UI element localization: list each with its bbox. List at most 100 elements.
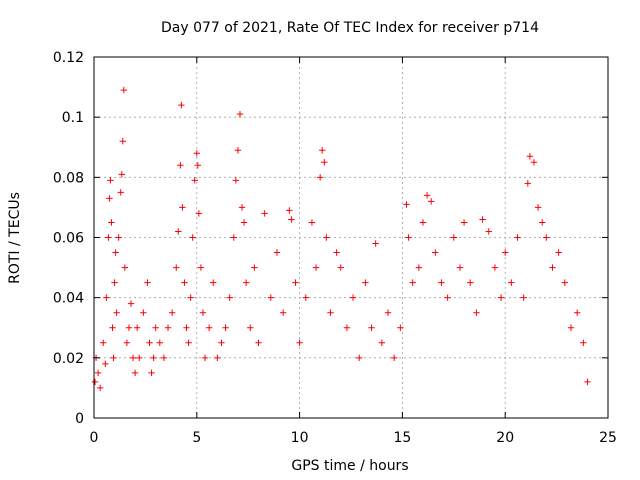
- data-point: [321, 159, 328, 166]
- data-point: [273, 249, 281, 256]
- data-point: [524, 180, 532, 187]
- data-point: [349, 294, 357, 301]
- data-point: [183, 324, 190, 331]
- data-point: [343, 324, 351, 331]
- data-point: [473, 309, 480, 316]
- data-point: [584, 378, 591, 386]
- data-point: [403, 201, 410, 208]
- data-point: [580, 339, 587, 346]
- data-point: [111, 279, 118, 286]
- data-point: [497, 294, 505, 301]
- data-point: [214, 354, 221, 362]
- data-point: [131, 369, 139, 377]
- y-tick-label: 0: [75, 411, 84, 427]
- data-point: [115, 234, 122, 241]
- data-point: [136, 354, 143, 362]
- data-point: [390, 354, 398, 362]
- data-point: [181, 279, 188, 286]
- chart-title: Day 077 of 2021, Rate Of TEC Index for r…: [161, 20, 539, 36]
- data-point: [102, 360, 109, 368]
- y-tick-label: 0.06: [53, 231, 84, 247]
- tick-marks: [93, 56, 609, 419]
- data-point: [502, 249, 509, 256]
- data-points: [91, 86, 591, 392]
- x-tick-label: 10: [291, 430, 309, 446]
- data-point: [427, 198, 435, 205]
- x-axis-title: GPS time / hours: [291, 458, 408, 474]
- data-point: [91, 378, 99, 386]
- x-tick-label: 0: [90, 430, 99, 446]
- data-point: [179, 204, 186, 211]
- data-point: [296, 339, 303, 346]
- data-point: [156, 339, 163, 346]
- data-point: [222, 324, 229, 331]
- data-point: [232, 177, 240, 184]
- y-tick-label: 0.08: [53, 170, 84, 186]
- data-point: [508, 279, 515, 286]
- y-tick-labels: 0 0.02 0.04 0.06 0.08 0.1 0.12: [53, 50, 84, 427]
- data-point: [567, 324, 575, 331]
- data-point: [460, 219, 468, 226]
- y-tick-label: 0.04: [53, 291, 84, 307]
- y-axis-title: ROTI / TECUs: [7, 192, 23, 284]
- data-point: [118, 171, 125, 178]
- x-tick-labels: 0 5 10 15 20 25: [90, 430, 617, 446]
- x-tick-label: 15: [393, 430, 411, 446]
- data-point: [112, 249, 119, 256]
- data-point: [423, 192, 431, 199]
- data-point: [238, 204, 246, 211]
- data-point: [96, 384, 104, 392]
- data-point: [432, 249, 439, 256]
- data-point: [108, 219, 115, 226]
- data-point: [456, 264, 464, 271]
- data-point: [164, 324, 172, 331]
- data-point: [110, 354, 117, 362]
- data-point: [573, 309, 581, 316]
- data-point: [526, 153, 534, 160]
- data-point: [279, 309, 287, 316]
- data-point: [561, 279, 569, 286]
- data-point: [168, 309, 176, 316]
- data-point: [323, 234, 330, 241]
- data-point: [368, 324, 375, 331]
- data-point: [133, 324, 141, 331]
- data-point: [255, 339, 262, 346]
- data-point: [286, 207, 293, 214]
- data-point: [121, 264, 129, 271]
- data-point: [337, 264, 344, 271]
- data-point: [415, 264, 423, 271]
- data-point: [107, 177, 114, 184]
- y-tick-label: 0.1: [62, 110, 84, 126]
- data-point: [236, 110, 244, 118]
- data-point: [485, 228, 492, 235]
- data-point: [201, 354, 209, 362]
- data-point: [467, 279, 474, 286]
- data-point: [302, 294, 309, 301]
- x-tick-label: 5: [192, 430, 201, 446]
- data-point: [185, 339, 192, 346]
- data-point: [120, 86, 128, 94]
- data-point: [333, 249, 340, 256]
- data-point: [175, 228, 182, 235]
- data-point: [205, 324, 213, 331]
- data-point: [251, 264, 258, 271]
- data-point: [144, 279, 151, 286]
- y-tick-label: 0.02: [53, 351, 84, 367]
- data-point: [438, 279, 445, 286]
- data-point: [173, 264, 180, 271]
- data-point: [189, 234, 196, 241]
- data-point: [94, 369, 102, 377]
- data-point: [178, 101, 185, 109]
- data-point: [150, 354, 157, 362]
- data-point: [543, 234, 550, 241]
- data-point: [261, 210, 268, 217]
- data-point: [226, 294, 233, 301]
- data-point: [127, 300, 135, 307]
- data-point: [242, 279, 250, 286]
- data-point: [146, 339, 153, 346]
- data-point: [160, 354, 168, 362]
- data-point: [117, 189, 124, 196]
- data-point: [491, 264, 499, 271]
- data-point: [419, 219, 427, 226]
